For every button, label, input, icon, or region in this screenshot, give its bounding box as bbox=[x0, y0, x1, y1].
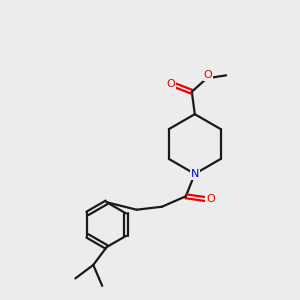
Text: O: O bbox=[204, 70, 213, 80]
Text: O: O bbox=[167, 79, 175, 89]
Text: N: N bbox=[190, 169, 199, 179]
Text: O: O bbox=[206, 194, 215, 204]
